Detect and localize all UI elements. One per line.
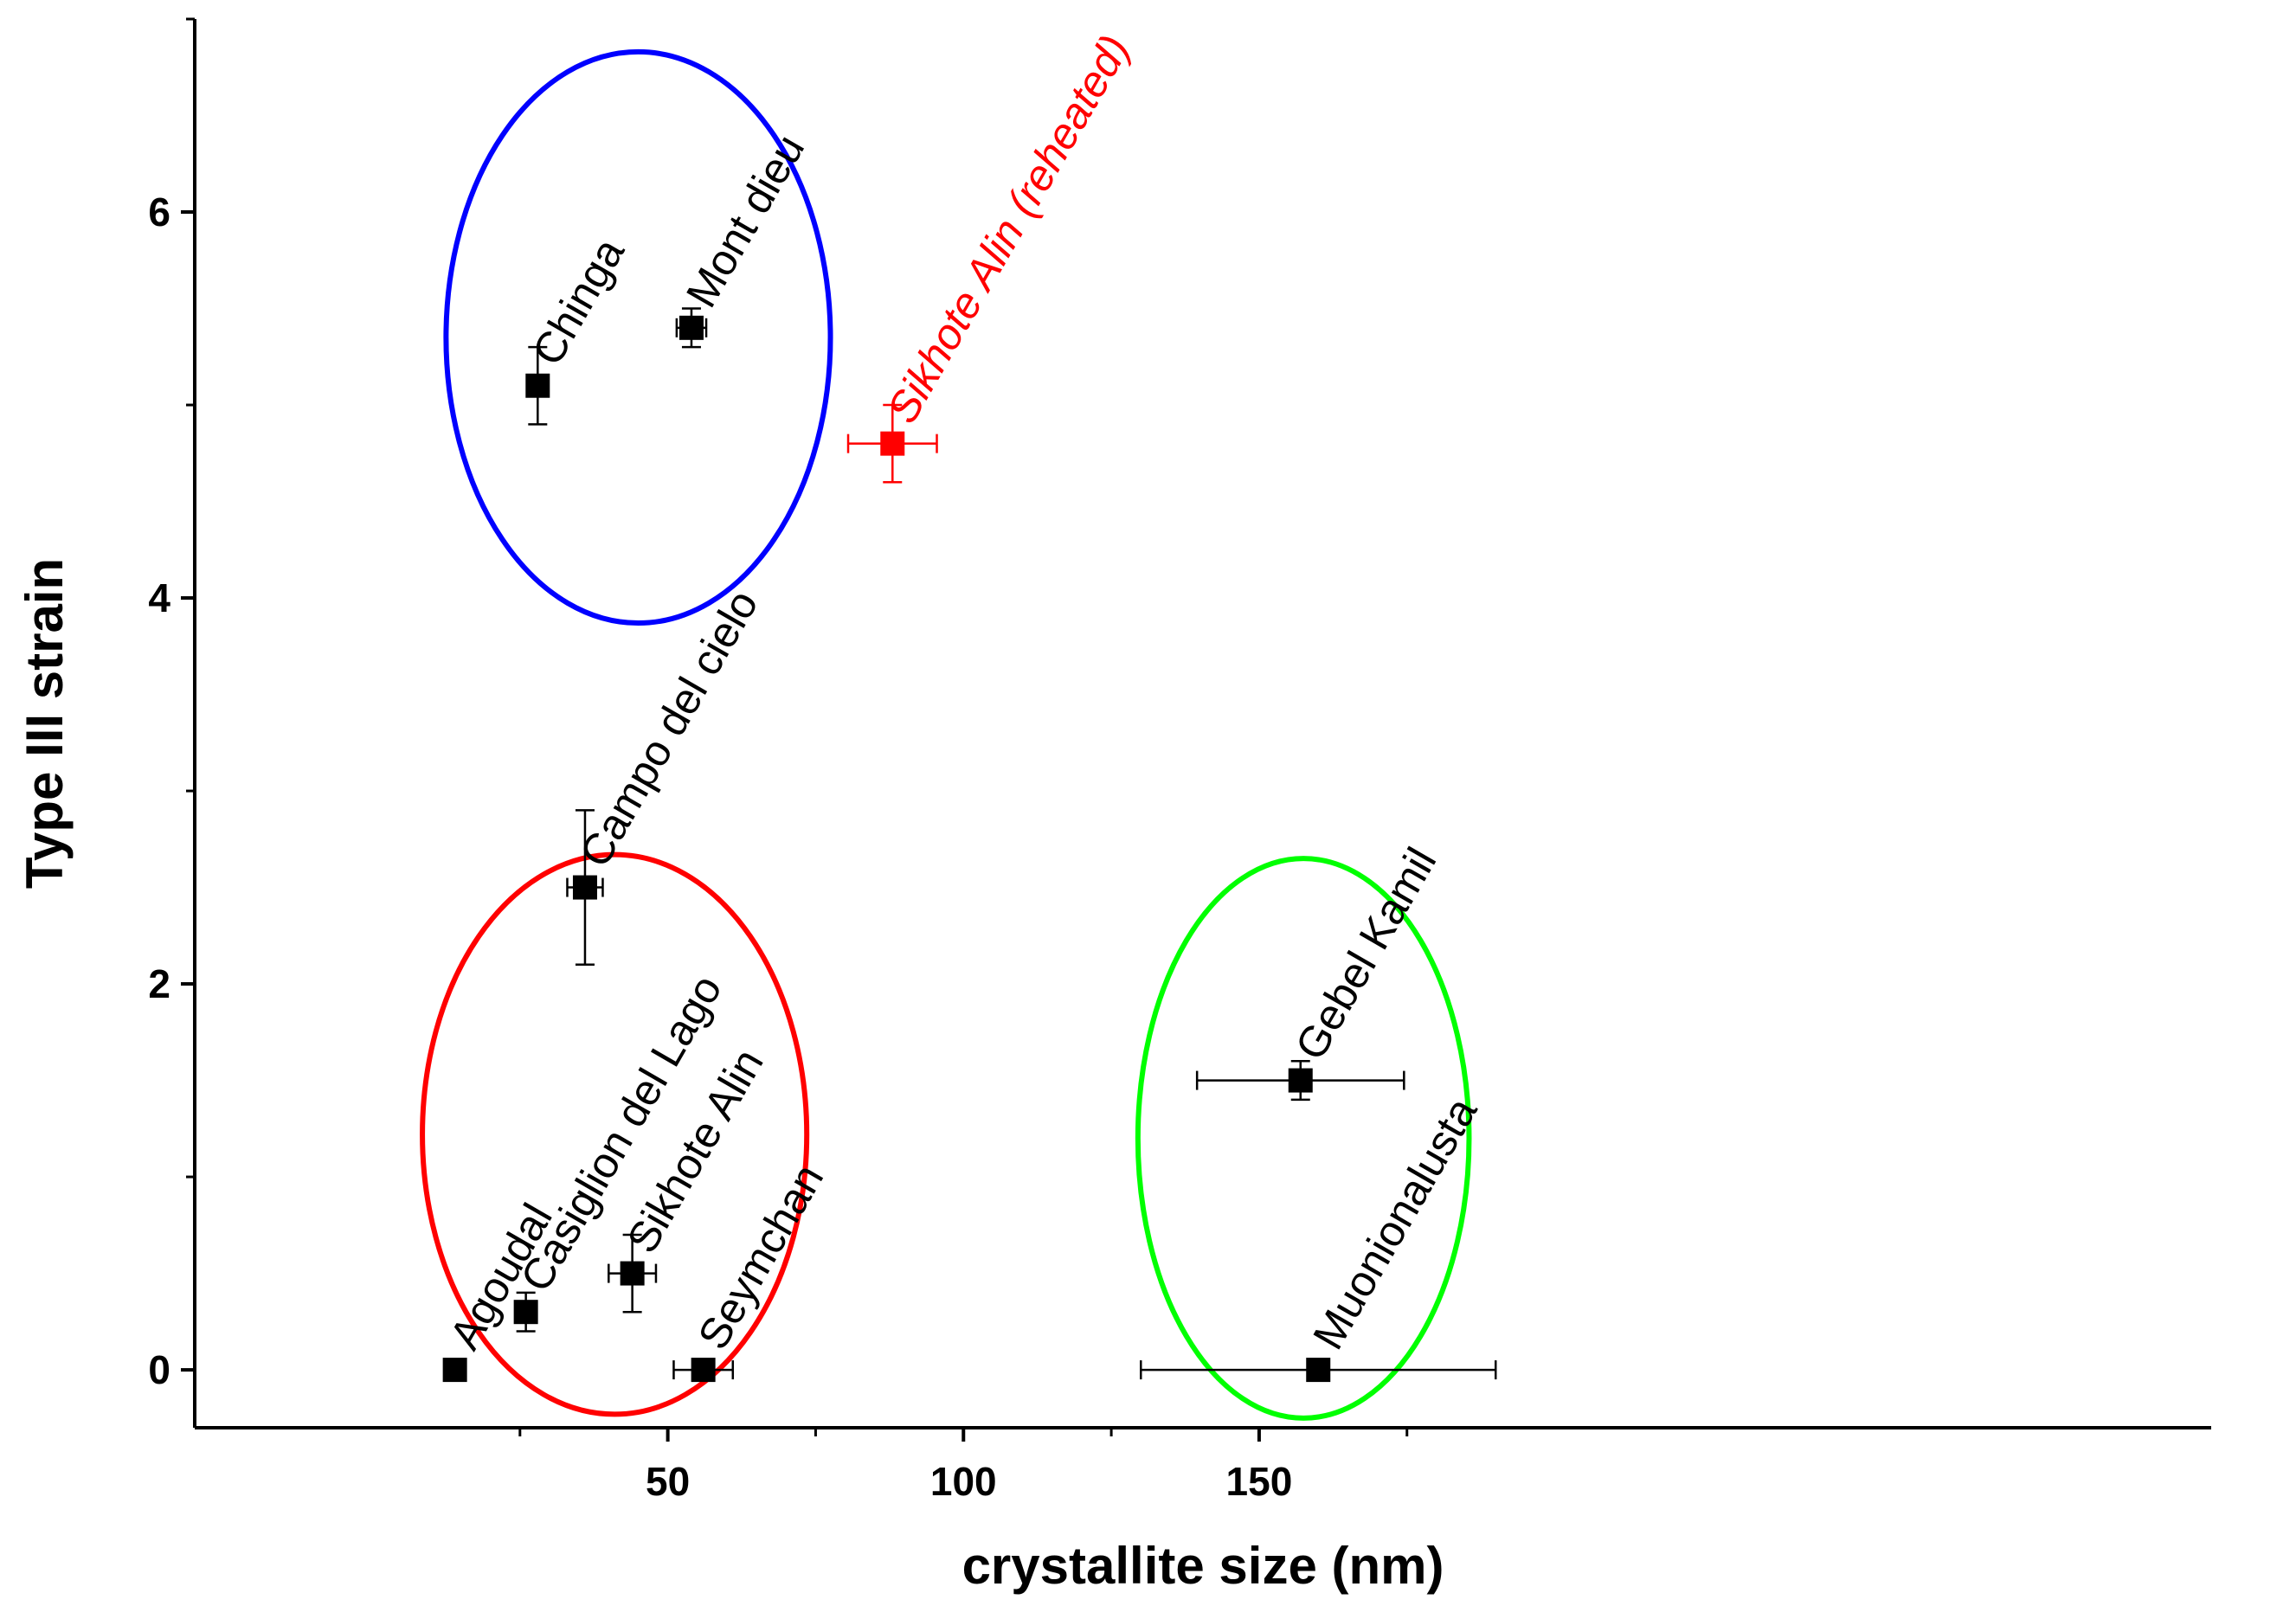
- axes: [193, 19, 2211, 1429]
- y-tick-label: 4: [148, 575, 170, 620]
- data-points: [442, 307, 1497, 1383]
- point-seymchan: [672, 1358, 735, 1383]
- label-campo-del-cielo: Campo del cielo: [570, 582, 768, 875]
- x-tick-label: 150: [1226, 1459, 1293, 1504]
- point-muonionalusta: [1140, 1358, 1497, 1383]
- label-sikhote-alin-reheated: Sikhote Alin (reheated): [878, 27, 1139, 431]
- point-sikhote-alin-reheated: [846, 403, 938, 484]
- point-marker: [442, 1358, 467, 1383]
- point-marker: [679, 315, 704, 340]
- cluster-ellipse-2: [420, 851, 810, 1417]
- point-marker: [691, 1358, 716, 1383]
- point-campo-del-cielo: [566, 809, 604, 967]
- point-sikhote-alin: [608, 1233, 658, 1314]
- y-axis-title: Type III strain: [16, 558, 74, 889]
- label-gebel-kamil: Gebel Kamil: [1286, 839, 1446, 1068]
- point-marker: [525, 373, 550, 398]
- point-marker: [1306, 1358, 1331, 1383]
- point-mont-dieu: [675, 307, 708, 349]
- x-axis-title: crystallite size (nm): [962, 1537, 1444, 1595]
- point-marker: [1288, 1068, 1313, 1093]
- point-agoudal: [442, 1358, 467, 1383]
- point-marker: [880, 431, 905, 456]
- point-casiglion-del-lago: [513, 1291, 538, 1333]
- ticks: 50 100 150 0 2 4 6: [148, 17, 1409, 1504]
- label-seymchan: Seymchan: [689, 1156, 833, 1358]
- label-chinga: Chinga: [523, 230, 633, 373]
- point-marker: [513, 1300, 538, 1325]
- cluster-ellipses: [420, 48, 1472, 1421]
- label-mont-dieu: Mont dieu: [677, 126, 814, 315]
- y-tick-label: 0: [148, 1347, 170, 1392]
- point-chinga: [525, 345, 550, 426]
- cluster-ellipse-3: [1135, 856, 1472, 1421]
- cluster-ellipse-1: [443, 48, 833, 626]
- y-tick-label: 6: [148, 190, 170, 234]
- point-gebel-kamil: [1195, 1060, 1405, 1102]
- point-marker: [572, 875, 597, 900]
- x-tick-label: 50: [646, 1459, 690, 1504]
- y-tick-label: 2: [148, 961, 170, 1006]
- point-marker: [620, 1261, 645, 1286]
- x-tick-label: 100: [930, 1459, 997, 1504]
